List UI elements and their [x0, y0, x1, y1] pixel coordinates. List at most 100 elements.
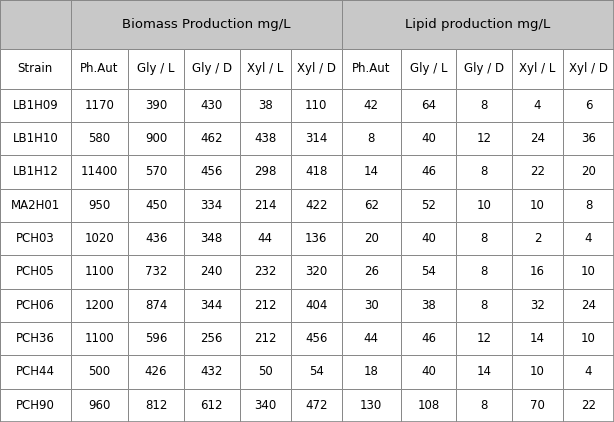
Text: 54: 54 — [421, 265, 436, 279]
Bar — [184, 322, 239, 355]
Text: 232: 232 — [254, 265, 276, 279]
Bar — [184, 189, 239, 222]
Text: Xyl / D: Xyl / D — [569, 62, 608, 75]
Text: 2: 2 — [534, 232, 541, 245]
Text: 8: 8 — [585, 199, 592, 212]
Text: 24: 24 — [581, 299, 596, 312]
Bar — [239, 122, 290, 155]
Text: 580: 580 — [88, 132, 111, 145]
Text: 1200: 1200 — [85, 299, 114, 312]
Text: 20: 20 — [363, 232, 379, 245]
Bar — [0, 322, 71, 355]
Bar — [290, 155, 342, 189]
Bar — [0, 122, 71, 155]
Bar — [512, 322, 563, 355]
Text: Gly / L: Gly / L — [138, 62, 175, 75]
Bar — [563, 289, 614, 322]
Bar — [290, 122, 342, 155]
Text: 10: 10 — [530, 199, 545, 212]
Text: Strain: Strain — [18, 62, 53, 75]
Text: 20: 20 — [581, 165, 596, 179]
Bar — [0, 89, 71, 122]
Bar — [456, 49, 512, 89]
Text: Biomass Production mg/L: Biomass Production mg/L — [122, 18, 290, 31]
Bar — [184, 389, 239, 422]
Bar — [342, 255, 400, 289]
Bar — [512, 389, 563, 422]
Bar — [512, 89, 563, 122]
Bar — [400, 322, 456, 355]
Text: 404: 404 — [305, 299, 327, 312]
Bar — [400, 155, 456, 189]
Text: 130: 130 — [360, 399, 383, 412]
Text: 12: 12 — [476, 332, 492, 345]
Text: 44: 44 — [363, 332, 379, 345]
Bar — [456, 289, 512, 322]
Bar — [290, 89, 342, 122]
Text: 4: 4 — [585, 365, 593, 379]
Text: 4: 4 — [534, 99, 541, 112]
Bar — [239, 255, 290, 289]
Text: 344: 344 — [201, 299, 223, 312]
Text: 456: 456 — [305, 332, 327, 345]
Bar — [400, 289, 456, 322]
Bar — [563, 89, 614, 122]
Text: 14: 14 — [530, 332, 545, 345]
Text: 426: 426 — [145, 365, 168, 379]
Text: 212: 212 — [254, 332, 276, 345]
Text: 16: 16 — [530, 265, 545, 279]
Bar — [184, 222, 239, 255]
Text: 212: 212 — [254, 299, 276, 312]
Text: 8: 8 — [480, 399, 488, 412]
Text: 108: 108 — [418, 399, 440, 412]
Text: 14: 14 — [476, 365, 492, 379]
Bar — [239, 189, 290, 222]
Bar — [128, 389, 184, 422]
Bar — [0, 189, 71, 222]
Bar — [342, 289, 400, 322]
Bar — [239, 155, 290, 189]
Bar — [563, 355, 614, 389]
Text: 6: 6 — [585, 99, 593, 112]
Text: 456: 456 — [201, 165, 223, 179]
Text: 8: 8 — [480, 99, 488, 112]
Bar — [512, 222, 563, 255]
Text: 8: 8 — [480, 265, 488, 279]
Bar — [0, 49, 71, 89]
Text: 62: 62 — [363, 199, 379, 212]
Text: 8: 8 — [367, 132, 375, 145]
Bar — [71, 155, 128, 189]
Bar — [239, 389, 290, 422]
Bar — [71, 355, 128, 389]
Text: PCH05: PCH05 — [16, 265, 55, 279]
Bar — [128, 289, 184, 322]
Text: 430: 430 — [201, 99, 223, 112]
Text: 40: 40 — [421, 365, 436, 379]
Bar — [563, 389, 614, 422]
Text: 348: 348 — [201, 232, 223, 245]
Text: PCH03: PCH03 — [16, 232, 55, 245]
Bar — [512, 189, 563, 222]
Text: 732: 732 — [145, 265, 167, 279]
Text: 38: 38 — [258, 99, 273, 112]
Text: 36: 36 — [581, 132, 596, 145]
Bar — [563, 322, 614, 355]
Bar — [456, 389, 512, 422]
Text: 450: 450 — [145, 199, 167, 212]
Bar — [456, 222, 512, 255]
Text: 472: 472 — [305, 399, 327, 412]
Text: 612: 612 — [201, 399, 223, 412]
Bar — [71, 289, 128, 322]
Text: 812: 812 — [145, 399, 167, 412]
Bar — [71, 189, 128, 222]
Text: 38: 38 — [421, 299, 436, 312]
Bar — [400, 49, 456, 89]
Bar — [342, 122, 400, 155]
Text: 14: 14 — [363, 165, 379, 179]
Text: PCH06: PCH06 — [16, 299, 55, 312]
Text: 500: 500 — [88, 365, 111, 379]
Text: 52: 52 — [421, 199, 436, 212]
Text: 1020: 1020 — [85, 232, 114, 245]
Bar — [128, 355, 184, 389]
Bar — [0, 155, 71, 189]
